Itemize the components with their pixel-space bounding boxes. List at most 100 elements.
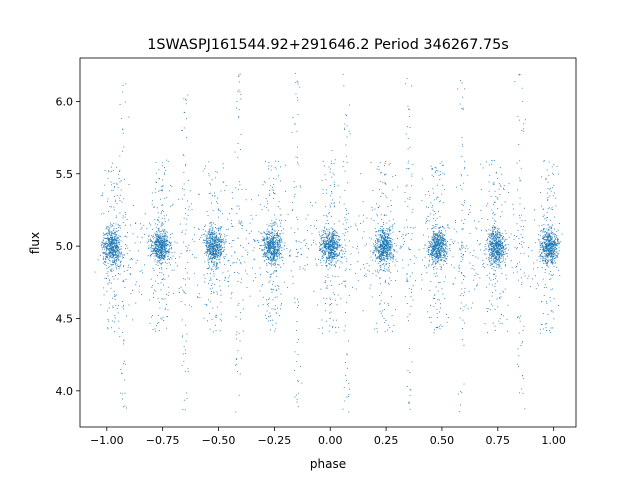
data-point	[264, 231, 265, 233]
data-point	[100, 304, 102, 306]
data-point	[106, 246, 108, 248]
data-point	[332, 172, 334, 174]
data-point	[486, 308, 488, 309]
data-point	[387, 241, 389, 243]
data-point	[389, 248, 391, 250]
data-point	[156, 231, 158, 233]
data-point	[492, 322, 494, 324]
data-point	[216, 264, 218, 265]
data-point	[492, 262, 494, 264]
data-point	[217, 229, 219, 231]
data-point	[442, 244, 444, 246]
data-point	[264, 241, 265, 243]
data-point	[103, 258, 105, 259]
data-point	[383, 259, 385, 261]
data-point	[264, 233, 266, 234]
data-point	[440, 303, 441, 305]
data-point	[156, 260, 158, 262]
data-point	[432, 251, 434, 253]
data-point	[273, 236, 275, 238]
data-point	[504, 261, 506, 263]
data-point	[322, 250, 324, 251]
data-point	[439, 263, 441, 265]
data-point	[383, 246, 385, 247]
data-point	[380, 267, 382, 268]
data-point	[441, 250, 443, 252]
data-point	[213, 222, 214, 224]
data-point	[271, 226, 273, 228]
data-point	[440, 255, 442, 256]
data-point	[166, 316, 168, 318]
data-point	[436, 313, 438, 315]
data-point	[488, 259, 490, 261]
data-point	[157, 240, 159, 242]
data-point	[388, 236, 390, 238]
data-point	[383, 252, 384, 253]
data-point	[280, 233, 282, 235]
data-point	[117, 240, 119, 241]
data-point	[436, 251, 438, 253]
data-point	[450, 239, 452, 241]
data-point	[158, 250, 159, 252]
data-point	[113, 240, 115, 242]
data-point	[339, 252, 340, 254]
data-point	[209, 242, 211, 243]
data-point	[213, 246, 215, 248]
data-point	[104, 170, 106, 171]
data-point	[154, 247, 156, 249]
data-point	[334, 276, 336, 277]
data-point	[161, 298, 163, 299]
data-point	[277, 264, 279, 265]
data-point	[149, 222, 151, 224]
data-point	[502, 238, 504, 240]
data-point	[160, 255, 162, 256]
data-point	[167, 255, 168, 257]
data-point	[497, 245, 499, 247]
data-point	[496, 238, 498, 240]
data-point	[277, 233, 278, 234]
data-point	[431, 255, 433, 257]
data-point	[268, 249, 270, 251]
data-point	[115, 249, 117, 251]
data-point	[161, 258, 163, 260]
data-point	[429, 254, 431, 256]
data-point	[496, 266, 497, 268]
data-point	[329, 253, 331, 255]
data-point	[210, 257, 211, 259]
data-point	[378, 250, 380, 252]
data-point	[118, 320, 120, 322]
data-point	[426, 247, 428, 249]
data-point	[381, 235, 383, 236]
data-point	[333, 249, 335, 251]
data-point	[379, 283, 381, 285]
data-point	[331, 258, 333, 259]
data-point	[268, 244, 270, 245]
data-point	[212, 239, 214, 241]
data-point	[327, 257, 329, 259]
data-point	[157, 254, 159, 256]
data-point	[162, 249, 164, 251]
data-point	[106, 278, 108, 279]
data-point	[266, 237, 268, 239]
data-point	[444, 251, 446, 252]
data-point	[377, 257, 379, 258]
data-point	[158, 231, 160, 233]
data-point	[216, 243, 218, 245]
data-point	[496, 237, 497, 239]
data-point	[495, 243, 497, 245]
data-point	[218, 216, 219, 218]
data-point	[217, 255, 219, 256]
data-point	[493, 204, 494, 206]
data-point	[272, 273, 274, 274]
data-point	[322, 244, 324, 246]
data-point	[333, 242, 335, 244]
data-point	[380, 265, 382, 267]
data-point	[372, 273, 374, 274]
data-point	[332, 237, 334, 239]
data-point	[215, 269, 217, 270]
data-point	[333, 258, 335, 260]
data-point	[268, 299, 270, 300]
data-point	[207, 250, 209, 252]
data-point	[500, 262, 502, 264]
data-point	[498, 262, 500, 264]
